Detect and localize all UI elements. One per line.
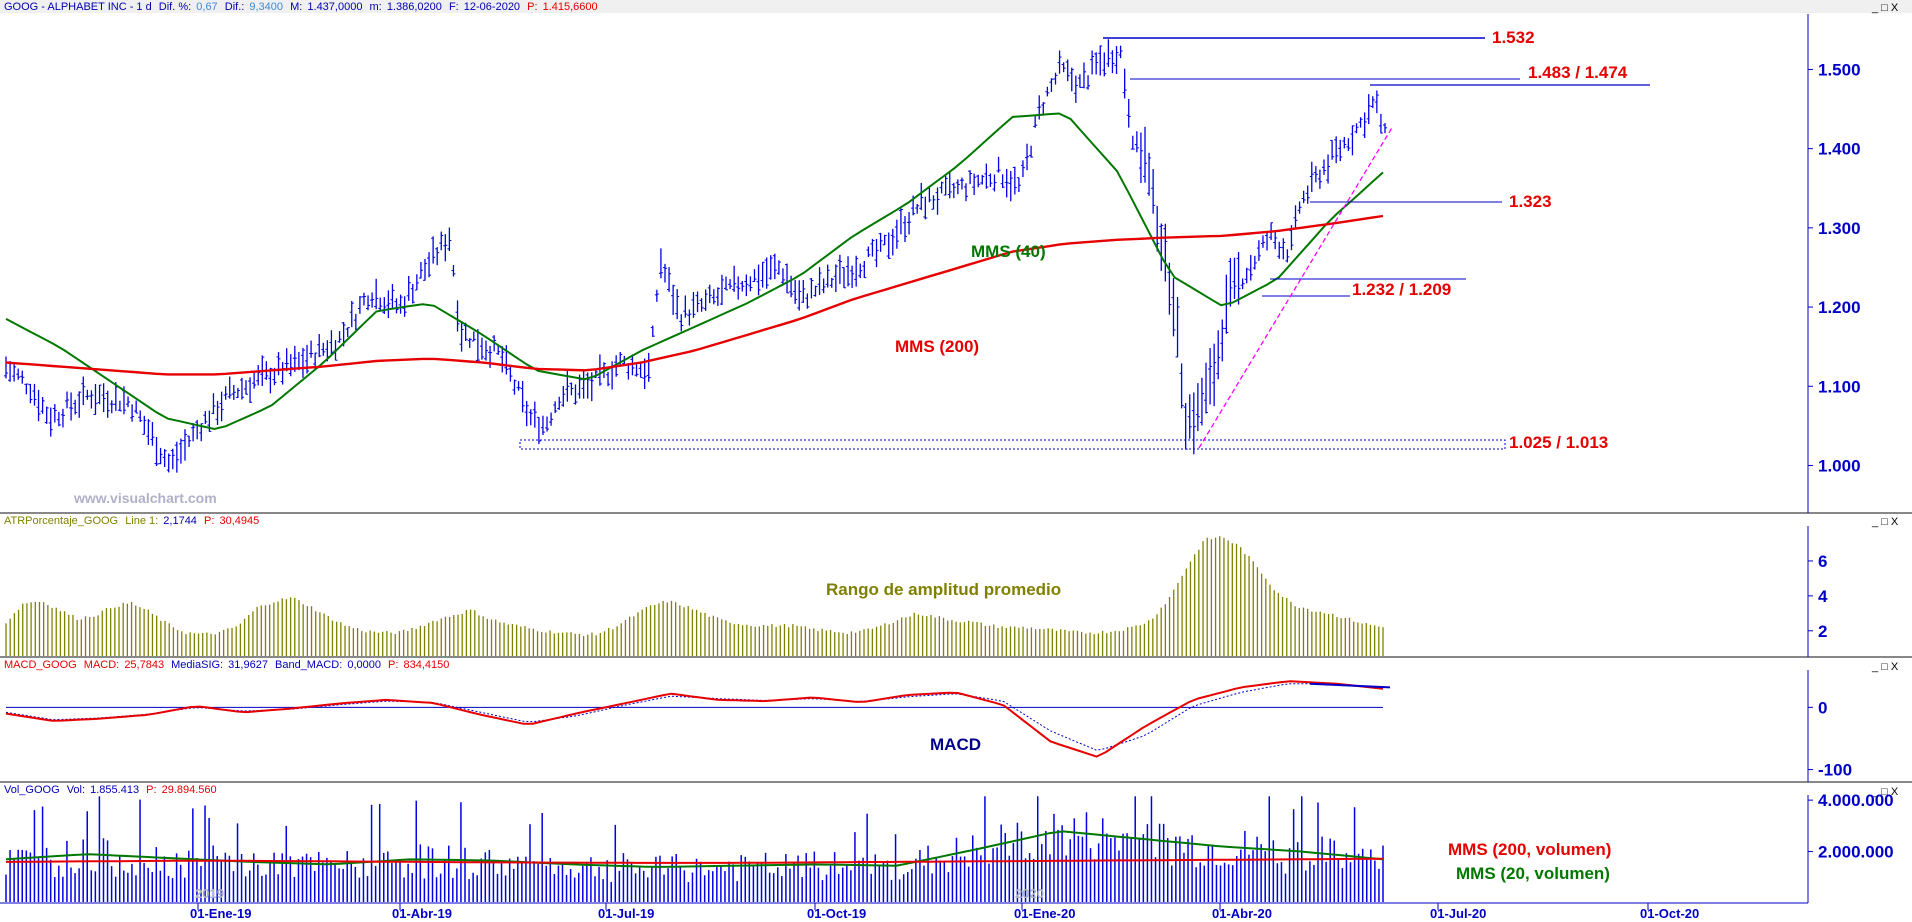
label-atr: Rango de amplitud promedio [826,580,1061,599]
label-mms200: MMS (200) [895,337,979,356]
macd-header: MACD_GOOG MACD: 25,7843 MediaSIG: 31,962… [4,659,449,671]
macd-tick-label: 0 [1818,698,1827,717]
volume-bars [5,796,1384,902]
price-tick-label: 1.400 [1818,140,1861,159]
vol-tick-label: 2.000.000 [1818,843,1894,862]
label-mms200-vol: MMS (200, volumen) [1448,840,1611,859]
vol-header-vol-label: Vol: [67,784,85,796]
price-header: GOOG - ALPHABET INC - 1 d Dif. %: 0,67 D… [4,1,598,13]
price-bars [4,39,1387,473]
macd-header-sig: 31,9627 [228,659,268,671]
atr-header: ATRPorcentaje_GOOG Line 1: 2,1744 P: 30,… [4,515,259,527]
x-tick-label: 01-Jul-19 [598,906,654,921]
atr-header-line-label: Line 1: [125,515,158,527]
label-mms40: MMS (40) [971,242,1046,261]
macd-divergence-line [1309,682,1391,689]
header-dif-pct: 0,67 [196,1,217,13]
macd-signal-line [5,683,1384,751]
window-controls-atr[interactable]: _ □ X [1871,516,1899,528]
vol-tick-label: 4.000.000 [1818,791,1894,810]
window-controls-vol[interactable]: _ □ X [1871,786,1899,798]
price-lines [5,112,1384,431]
x-tick-label: 01-Oct-20 [1640,906,1699,921]
vol-header: Vol_GOOG Vol: 1.855.413 P: 29.894.560 [4,784,217,796]
atr-tick-label: 6 [1818,552,1827,571]
header-p-label: P: [527,1,537,13]
x-tick-label: 01-Ene-20 [1014,906,1075,921]
mms200-line [5,214,1384,376]
label-macd: MACD [930,735,981,754]
header-dif-pct-label: Dif. %: [159,1,191,13]
header-max: 1.437,0000 [307,1,362,13]
header-min-label: m: [370,1,382,13]
support-zone-box [519,439,1506,450]
mms40-line [5,112,1384,431]
trendline [1198,125,1394,449]
macd-header-p: 834,4150 [404,659,450,671]
atr-header-p-label: P: [204,515,214,527]
macd-header-macd-label: MACD: [84,659,119,671]
header-min: 1.386,0200 [387,1,442,13]
macd-header-band-label: Band_MACD: [275,659,342,671]
label-1323: 1.323 [1509,192,1552,211]
macd-tick-label: -100 [1818,761,1852,780]
x-tick-label: 01-Abr-20 [1212,906,1272,921]
price-tick-label: 1.100 [1818,377,1861,396]
label-mms20-vol: MMS (20, volumen) [1456,864,1610,883]
x-tick-label: 01-Ene-19 [190,906,251,921]
label-1483-1474: 1.483 / 1.474 [1528,63,1628,82]
header-symbol: GOOG - ALPHABET INC - 1 d [4,1,152,13]
macd-header-name: MACD_GOOG [4,659,77,671]
title-bar [0,0,1912,13]
vol-header-p: 29.894.560 [162,784,217,796]
label-1532: 1.532 [1492,28,1535,47]
price-tick-label: 1.200 [1818,298,1861,317]
macd-line [5,680,1384,758]
x-tick-label: 01-Oct-19 [807,906,866,921]
macd-header-band: 0,0000 [347,659,381,671]
header-dif-label: Dif.: [225,1,245,13]
atr-header-line: 2,1744 [163,515,197,527]
macd-header-macd: 25,7843 [124,659,164,671]
header-date: 12-06-2020 [464,1,520,13]
vol-mms200-line [5,857,1384,864]
macd-lines [5,680,1391,758]
header-date-label: F: [449,1,459,13]
header-max-label: M: [290,1,302,13]
macd-header-p-label: P: [388,659,398,671]
atr-bars [5,536,1384,656]
atr-tick-label: 4 [1818,587,1828,606]
label-1232-1209: 1.232 / 1.209 [1352,280,1451,299]
price-tick-label: 1.000 [1818,456,1861,475]
x-tick-label: 01-Abr-19 [392,906,452,921]
macd-header-sig-label: MediaSIG: [171,659,223,671]
watermark: www.visualchart.com [73,490,217,506]
axes-labels: 1.000 1.100 1.200 1.300 1.400 1.500 01-Ene-19 0… [190,60,1894,921]
atr-header-bar [0,514,1912,526]
atr-tick-label: 2 [1818,622,1827,641]
year-label: 2019 [195,886,224,901]
price-tick-label: 1.500 [1818,60,1861,79]
vol-header-name: Vol_GOOG [4,784,60,796]
year-label: 2020 [1015,886,1044,901]
price-tick-label: 1.300 [1818,219,1861,238]
label-1025-1013: 1.025 / 1.013 [1509,433,1608,452]
header-dif: 9,3400 [249,1,283,13]
header-p: 1.415,6600 [543,1,598,13]
window-controls-price[interactable]: _ □ X [1871,2,1899,14]
volume-lines [5,830,1384,868]
vol-header-p-label: P: [146,784,156,796]
window-controls-macd[interactable]: _ □ X [1871,661,1899,673]
atr-header-p: 30,4945 [219,515,259,527]
atr-header-name: ATRPorcentaje_GOOG [4,515,118,527]
vol-header-vol: 1.855.413 [90,784,139,796]
x-tick-label: 01-Jul-20 [1430,906,1486,921]
